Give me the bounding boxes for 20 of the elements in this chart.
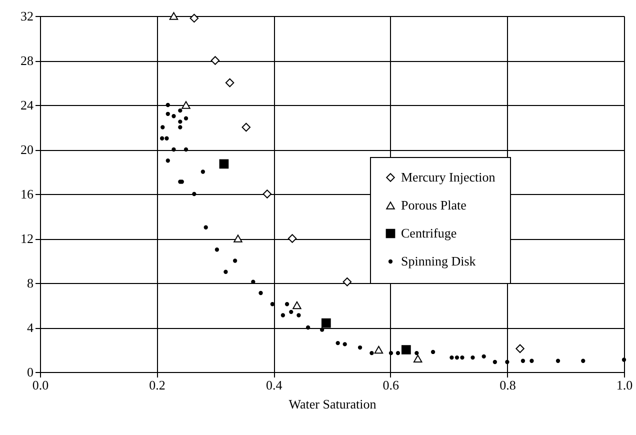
legend-label: Porous Plate xyxy=(401,198,467,212)
x-tick-label: 0.0 xyxy=(32,378,49,392)
y-tick-label: 28 xyxy=(20,53,34,68)
y-tick-label: 32 xyxy=(20,8,34,24)
y-tick-label: 4 xyxy=(27,320,34,335)
y-tick-label: 12 xyxy=(20,231,34,246)
legend-label: Mercury Injection xyxy=(401,170,496,184)
y-tick-label: 8 xyxy=(27,276,34,290)
x-tick-label: 0.2 xyxy=(149,378,166,392)
x-axis-title: Water Saturation xyxy=(288,396,377,412)
y-tick-label: 0 xyxy=(27,364,34,380)
y-tick-label: 16 xyxy=(20,186,34,202)
x-tick-label: 0.8 xyxy=(500,378,516,392)
y-tick-label: 24 xyxy=(20,98,34,112)
legend-label: Spinning Disk xyxy=(401,254,476,268)
legend-label: Centrifuge xyxy=(401,226,457,240)
x-tick-label: 0.6 xyxy=(382,378,400,392)
x-tick-label: 0.4 xyxy=(266,378,283,392)
y-tick-label: 20 xyxy=(20,142,34,157)
x-tick-label: 1.0 xyxy=(616,378,633,392)
